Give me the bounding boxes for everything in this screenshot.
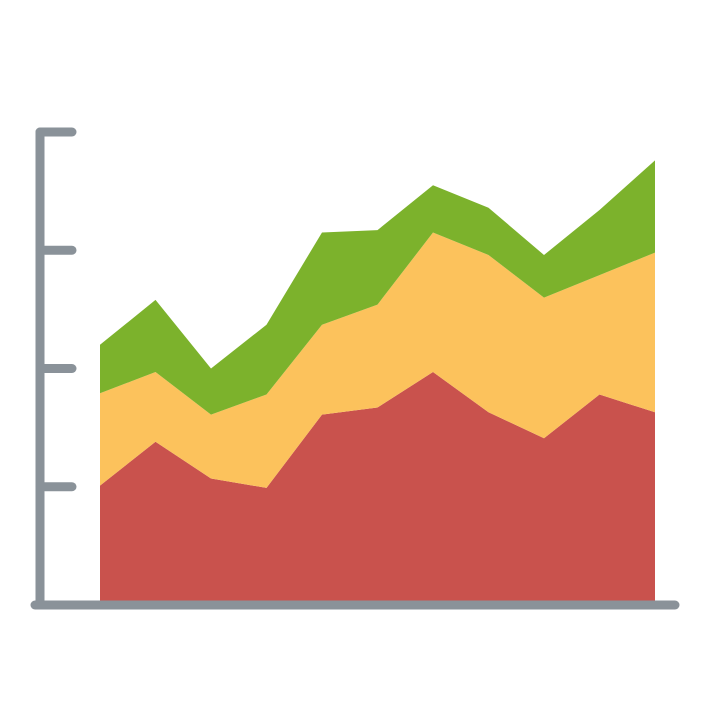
axes (30, 127, 680, 610)
areas (100, 160, 655, 605)
area (100, 232, 655, 488)
area (100, 160, 655, 415)
area (100, 372, 655, 605)
